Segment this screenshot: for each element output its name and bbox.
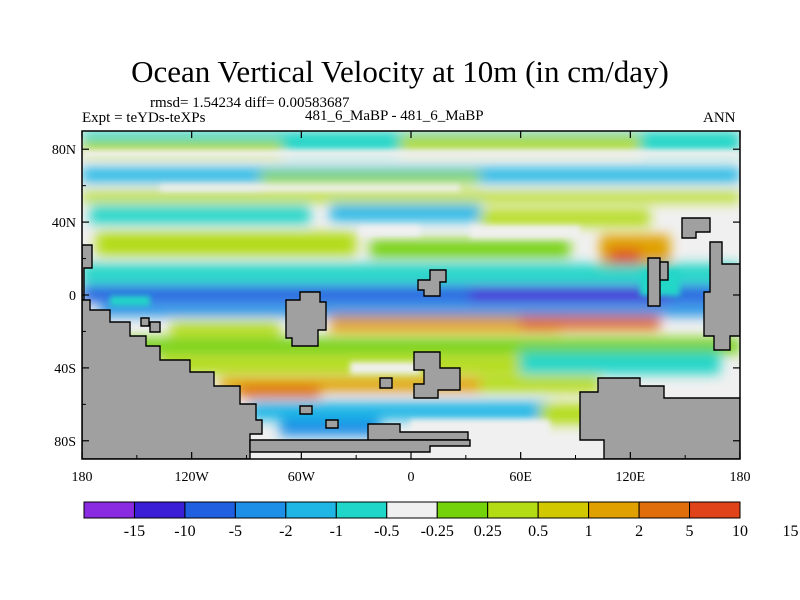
colorbar-swatch (689, 501, 741, 519)
colorbar-swatch (588, 501, 640, 519)
field-blob (370, 240, 570, 258)
colorbar-swatch (436, 501, 489, 519)
x-tick-label: 180 (72, 470, 93, 485)
field-blob (260, 172, 480, 182)
y-tick-label: 40S (54, 362, 76, 377)
x-tick-label: 120W (175, 470, 210, 485)
land-island-atlantic (379, 377, 393, 389)
colorbar-swatch (83, 501, 135, 519)
colorbar-label: 0.25 (474, 523, 502, 540)
field-blob (360, 226, 420, 236)
colorbar-swatch (537, 501, 590, 519)
field-blob (480, 210, 650, 226)
field-blob (470, 288, 670, 302)
field-blob (100, 304, 740, 316)
land-antarctic-bottom (249, 439, 471, 453)
land-pacific-east (703, 241, 740, 351)
field-blob (470, 226, 580, 238)
x-tick-label: 60E (509, 470, 532, 485)
y-tick-label: 80S (54, 435, 76, 450)
field-blob (82, 264, 740, 284)
land-island-pacific (140, 317, 150, 327)
colorbar-swatch (133, 501, 186, 519)
field-blob (250, 402, 550, 420)
case-text: 481_6_MaBP - 481_6_MaBP (305, 108, 484, 124)
colorbar-label: -0.25 (421, 523, 454, 540)
field-blob (90, 206, 310, 224)
colorbar-label: -2 (279, 523, 292, 540)
colorbar-swatch (638, 501, 691, 519)
y-tick-label: 80N (52, 143, 76, 158)
field-blob (160, 185, 460, 191)
colorbar-label: -0.5 (374, 523, 399, 540)
season-text: ANN (703, 110, 736, 126)
land-australia-south (579, 377, 740, 459)
colorbar-label: 1 (585, 523, 593, 540)
y-tick-label: 0 (69, 289, 76, 304)
x-tick-label: 0 (408, 470, 415, 485)
land-island-south-atlantic (299, 405, 313, 415)
stats-text: rmsd= 1.54234 diff= 0.00583687 (150, 95, 350, 111)
field-blob (330, 205, 480, 221)
colorbar-label: 5 (686, 523, 694, 540)
colorbar-label: -10 (174, 523, 195, 540)
colorbar-label: 10 (732, 523, 748, 540)
velocity-field (82, 131, 740, 436)
field-blob (110, 296, 150, 306)
colorbar-swatch (234, 501, 287, 519)
field-blob (400, 136, 640, 152)
field-blob (82, 192, 740, 202)
x-tick-label: 180 (730, 470, 751, 485)
colorbar-label: -5 (229, 523, 242, 540)
colorbar-label: 15 (782, 523, 798, 540)
colorbar-swatch (285, 501, 337, 519)
colorbar-swatch (487, 501, 539, 519)
land-masses (82, 217, 740, 459)
land-south-america (285, 291, 327, 347)
field-blob (170, 322, 280, 336)
colorbar-label: -15 (124, 523, 145, 540)
land-north-pacific-island (681, 217, 711, 239)
land-small-island-east (659, 261, 669, 281)
colorbar-label: 2 (635, 523, 643, 540)
field-blob (520, 316, 660, 330)
field-blob (96, 232, 356, 256)
field-blob (330, 316, 560, 332)
land-island-south-atlantic-2 (325, 419, 339, 429)
axes: 180 120W 60W 0 60E 120E 180 80N 40N 0 40S 80S (52, 131, 751, 485)
colorbar-swatch (386, 501, 438, 519)
land-africa-south (413, 351, 461, 399)
land-asia-east (647, 257, 661, 307)
colorbar: -15 -10 -5 -2 -1 -0.5 -0.25 0.25 0.5 1 2 5 10 15 (83, 501, 798, 540)
colorbar-swatch (335, 501, 388, 519)
chart-title: Ocean Vertical Velocity at 10m (in cm/da… (131, 54, 669, 89)
expt-text: Expt = teYDs-teXPs (82, 110, 206, 126)
colorbar-label: 0.5 (528, 523, 548, 540)
field-blob (82, 338, 740, 354)
y-tick-label: 40N (52, 216, 76, 231)
colorbar-label: -1 (330, 523, 343, 540)
x-tick-label: 60W (288, 470, 316, 485)
x-tick-label: 120E (616, 470, 646, 485)
field-blob (520, 352, 720, 374)
land-africa-north (417, 269, 447, 297)
colorbar-swatch (184, 501, 236, 519)
land-south-pacific-west (82, 299, 263, 459)
field-blob (82, 150, 740, 158)
land-island-pacific-2 (149, 321, 161, 333)
field-blob (240, 386, 320, 398)
field-blob (350, 362, 420, 374)
field-blob (480, 376, 600, 392)
